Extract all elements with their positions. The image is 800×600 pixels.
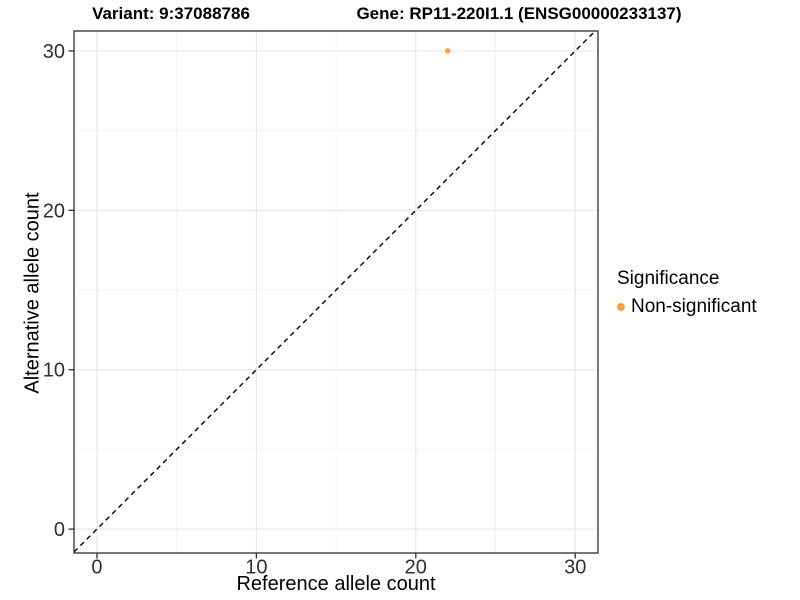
y-axis-title: Alternative allele count (21, 192, 44, 394)
legend-title: Significance (617, 268, 720, 289)
y-tick-label: 20 (43, 200, 65, 222)
legend-point-icon (617, 303, 625, 311)
y-tick-label: 0 (54, 519, 65, 541)
legend-item: Non-significant (617, 296, 757, 318)
identity-line (73, 30, 596, 553)
y-tick-label: 30 (43, 41, 65, 63)
legend-item-label: Non-significant (631, 296, 757, 317)
x-tick-label: 10 (245, 557, 267, 579)
panel-border (73, 30, 599, 554)
x-tick-label: 20 (405, 557, 427, 579)
x-axis-title: Reference allele count (236, 573, 436, 595)
plot-title-variant: Variant: 9:37088786 (92, 4, 250, 23)
x-tick-label: 0 (91, 557, 102, 579)
data-point (444, 48, 451, 54)
plot-title-gene: Gene: RP11-220I1.1 (ENSG00000233137) (356, 4, 682, 23)
y-tick-label: 10 (43, 360, 65, 382)
x-tick-label: 30 (564, 557, 586, 579)
legend: Significance Non-significant (617, 268, 757, 318)
